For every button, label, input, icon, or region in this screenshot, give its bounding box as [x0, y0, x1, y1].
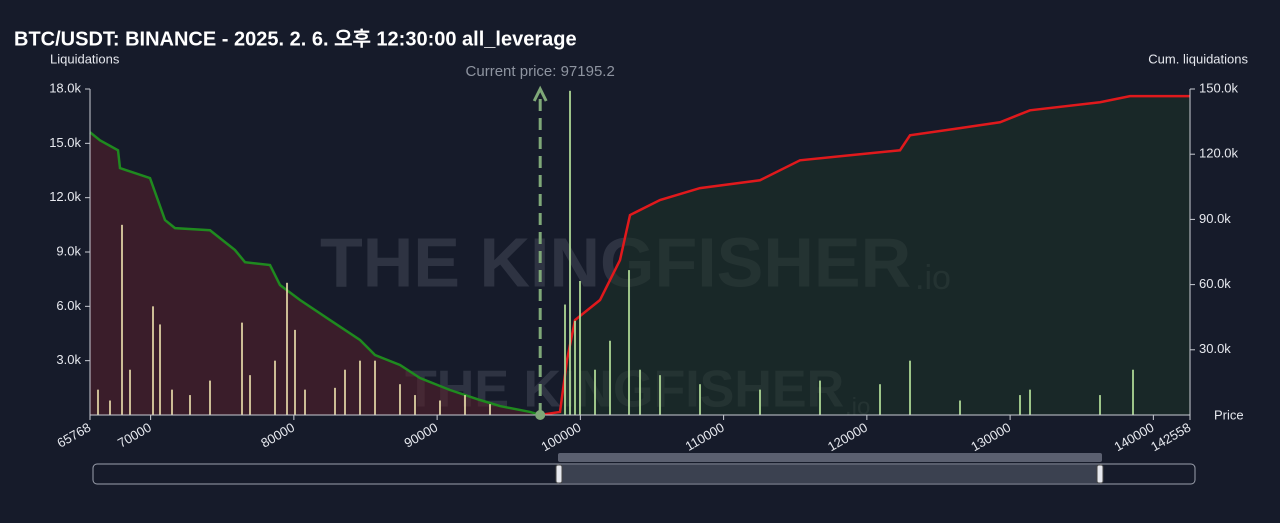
cum-area: [90, 132, 541, 415]
liquidation-bar: [274, 360, 277, 415]
liquidation-bar: [909, 360, 912, 415]
liquidation-bar: [1098, 395, 1101, 415]
y2-tick-label: 120.0k: [1199, 146, 1239, 161]
y-tick-label: 3.0k: [56, 352, 81, 367]
slider-preview: [558, 453, 1102, 462]
y2-axis-label: Cum. liquidations: [1148, 51, 1248, 66]
y2-tick-label: 60.0k: [1199, 276, 1231, 291]
liquidation-bar: [569, 90, 572, 416]
liquidation-bar: [818, 380, 821, 415]
liquidation-bar: [374, 360, 377, 415]
liquidation-bar: [878, 384, 881, 415]
liquidation-bar: [609, 340, 612, 415]
y-tick-label: 9.0k: [56, 243, 81, 258]
current-price-label: Current price: 97195.2: [466, 63, 615, 80]
liquidation-bar: [343, 369, 346, 415]
y2-tick-label: 90.0k: [1199, 211, 1231, 226]
liquidation-bar: [189, 395, 192, 415]
chart-title: BTC/USDT: BINANCE - 2025. 2. 6. 오후 12:30…: [14, 27, 577, 50]
current-price-dot: [535, 410, 546, 420]
liquidation-bar: [286, 282, 289, 415]
liquidation-bar: [159, 324, 162, 415]
plot-layer: [89, 90, 1190, 417]
slider-handle[interactable]: [555, 464, 563, 484]
liquidation-bar: [121, 224, 124, 415]
liquidation-bar: [241, 322, 244, 415]
liquidation-bar: [1029, 389, 1032, 415]
liquidation-bar: [594, 369, 597, 415]
liquidation-bar: [659, 375, 662, 415]
liquidation-bar: [249, 375, 252, 415]
liquidation-bar: [959, 400, 962, 415]
cum-line: [89, 131, 541, 417]
current-price-arrow: [532, 85, 548, 102]
slider-selection[interactable]: [559, 464, 1100, 484]
liquidation-bar: [96, 389, 99, 415]
liquidation-bar: [699, 384, 702, 415]
x-axis-label: Price: [1214, 407, 1244, 422]
liquidation-bar: [170, 389, 173, 415]
liquidation-bar: [639, 369, 642, 415]
cum-area: [540, 96, 1190, 415]
liquidation-bar: [438, 400, 441, 415]
y-tick-label: 6.0k: [56, 298, 81, 313]
liquidation-bar: [152, 306, 155, 415]
liquidation-bar: [1019, 395, 1022, 415]
liquidation-bar: [564, 304, 567, 415]
slider-handle[interactable]: [1096, 464, 1104, 484]
liquidation-bar: [1132, 369, 1135, 415]
liquidation-bar: [304, 389, 307, 415]
y-tick-label: 15.0k: [49, 135, 81, 150]
y2-tick-label: 150.0k: [1199, 80, 1239, 95]
y-tick-label: 18.0k: [49, 80, 81, 95]
y-axis-label: Liquidations: [50, 51, 120, 66]
liquidation-bar: [128, 369, 131, 415]
liquidation-bar: [108, 400, 111, 415]
liquidation-bar: [399, 384, 402, 415]
liquidation-bar: [359, 360, 362, 415]
liquidation-bar: [333, 387, 336, 415]
liquidation-bar: [414, 395, 417, 415]
liquidation-bar: [579, 280, 582, 415]
liquidation-bar: [208, 380, 211, 415]
y2-tick-label: 30.0k: [1199, 341, 1231, 356]
liquidation-bar: [574, 320, 577, 415]
liquidation-bar: [628, 270, 631, 415]
liquidation-bar: [488, 404, 491, 415]
liquidation-bar: [294, 329, 297, 415]
y-tick-label: 12.0k: [49, 189, 81, 204]
liquidation-bar: [463, 395, 466, 415]
liquidation-bar: [758, 389, 761, 415]
